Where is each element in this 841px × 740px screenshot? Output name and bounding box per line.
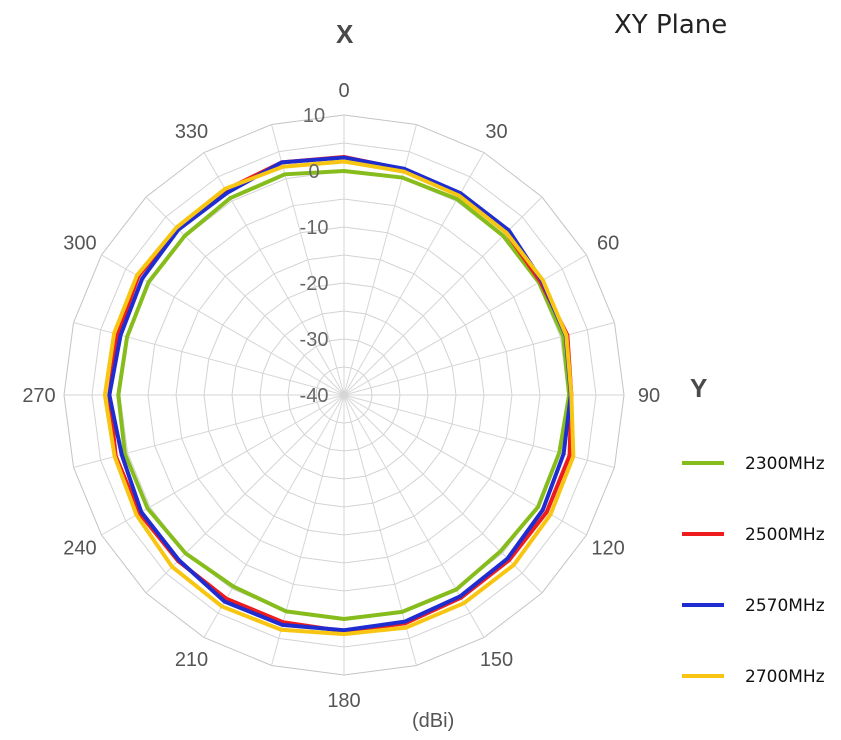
angle-tick-label: 300 xyxy=(63,233,96,255)
radial-tick-label: -10 xyxy=(300,217,329,239)
legend-label: 2570MHz xyxy=(745,596,825,616)
radial-tick-label: -30 xyxy=(300,329,329,351)
angle-tick-label: 90 xyxy=(638,385,660,407)
radial-tick-label: -40 xyxy=(300,385,329,407)
angle-tick-label: 270 xyxy=(22,385,55,407)
radial-tick-label: 0 xyxy=(308,161,319,183)
legend-label: 2300MHz xyxy=(745,454,825,474)
radial-tick-label: -20 xyxy=(300,273,329,295)
legend-label: 2500MHz xyxy=(745,525,825,545)
x-axis-letter: X xyxy=(336,19,354,49)
grid-spoke xyxy=(343,196,543,396)
grid-spoke xyxy=(145,394,345,594)
series-layer xyxy=(102,155,576,637)
legend-label: 2700MHz xyxy=(745,667,825,687)
chart-title: XY Plane xyxy=(614,10,727,40)
legend-item: 2500MHz xyxy=(682,525,825,545)
angle-tick-label: 60 xyxy=(597,233,619,255)
legend: 2300MHz 2500MHz 2570MHz 2700MHz xyxy=(682,454,825,687)
grid-spoke xyxy=(343,322,615,396)
radial-tick-label: 10 xyxy=(303,105,325,127)
grid-spoke xyxy=(343,394,485,638)
angle-tick-label: 150 xyxy=(480,649,513,671)
grid-spoke xyxy=(343,152,485,396)
series-line-2700MHz xyxy=(102,159,576,637)
y-axis-letter: Y xyxy=(690,373,707,403)
angle-tick-label: 0 xyxy=(338,80,349,102)
angle-tick-label: 120 xyxy=(591,538,624,560)
angle-tick-label: 210 xyxy=(175,649,208,671)
polar-grid xyxy=(63,114,625,676)
grid-spoke xyxy=(343,394,543,594)
legend-item: 2300MHz xyxy=(682,454,825,474)
unit-label: (dBi) xyxy=(412,710,454,732)
legend-item: 2570MHz xyxy=(682,596,825,616)
legend-item: 2700MHz xyxy=(682,667,825,687)
angle-tick-label: 330 xyxy=(175,121,208,143)
grid-spoke xyxy=(73,394,345,468)
label-layer: 0 30 60 90 120 150 180 210 240 270 300 330 10 0 -10 -20… xyxy=(22,80,660,712)
angle-tick-label: 30 xyxy=(485,121,507,143)
grid-spoke xyxy=(343,254,587,396)
angle-tick-label: 180 xyxy=(327,690,360,712)
angle-tick-label: 240 xyxy=(63,538,96,560)
grid-spoke xyxy=(271,124,345,396)
